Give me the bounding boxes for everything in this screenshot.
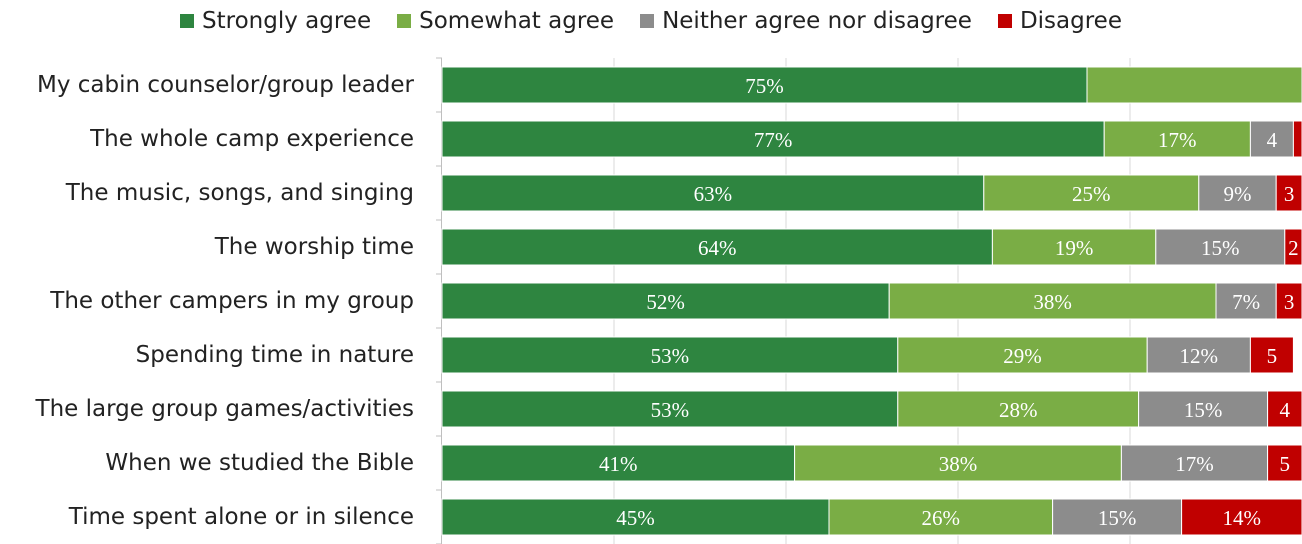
data-label: 63% bbox=[694, 182, 733, 206]
category-label: Time spent alone or in silence bbox=[68, 504, 414, 530]
bar-segment bbox=[1138, 390, 1269, 428]
bar-segment bbox=[794, 444, 1122, 482]
bar-segment bbox=[441, 498, 830, 536]
bar-segment bbox=[991, 228, 1157, 266]
category-label: The worship time bbox=[214, 234, 414, 260]
bar-segment bbox=[1267, 444, 1302, 482]
legend-item-somewhat-agree: Somewhat agree bbox=[397, 8, 614, 34]
data-label: 4 bbox=[1267, 128, 1278, 152]
data-label: 29% bbox=[1003, 344, 1042, 368]
category-label: The whole camp experience bbox=[89, 126, 414, 152]
category-label: The music, songs, and singing bbox=[65, 180, 414, 206]
data-label: 38% bbox=[939, 452, 978, 476]
bar-segment bbox=[1198, 174, 1277, 212]
data-label: 38% bbox=[1033, 290, 1072, 314]
data-label: 75% bbox=[745, 74, 784, 98]
data-label: 15% bbox=[1184, 398, 1223, 422]
bar-segment bbox=[1292, 120, 1302, 158]
data-label: 45% bbox=[616, 506, 655, 530]
data-label: 25% bbox=[1072, 182, 1111, 206]
bar-segment bbox=[1249, 336, 1294, 374]
bar-segment bbox=[441, 66, 1088, 104]
bar-segment bbox=[441, 282, 890, 320]
bar-segment bbox=[1155, 228, 1286, 266]
category-label: When we studied the Bible bbox=[105, 450, 414, 476]
legend-swatch-somewhat-agree bbox=[397, 14, 412, 28]
bar-segment bbox=[897, 390, 1140, 428]
bar-segment bbox=[441, 174, 985, 212]
legend-label-strongly-agree: Strongly agree bbox=[202, 8, 372, 34]
data-label: 53% bbox=[651, 398, 690, 422]
category-label: My cabin counselor/group leader bbox=[37, 72, 415, 98]
category-label: The other campers in my group bbox=[49, 288, 414, 314]
category-label: Spending time in nature bbox=[136, 342, 414, 368]
data-label: 19% bbox=[1055, 236, 1094, 260]
bar-segment bbox=[983, 174, 1200, 212]
legend-label-neither: Neither agree nor disagree bbox=[662, 8, 972, 34]
legend-swatch-disagree bbox=[997, 14, 1012, 28]
bar-segment bbox=[1086, 66, 1302, 104]
data-label: 14% bbox=[1223, 506, 1262, 530]
legend-item-strongly-agree: Strongly agree bbox=[180, 8, 371, 34]
data-label: 5 bbox=[1280, 452, 1291, 476]
bar-segment bbox=[441, 336, 899, 374]
data-label: 2 bbox=[1288, 236, 1299, 260]
bar-segment bbox=[897, 336, 1148, 374]
bar-segment bbox=[828, 498, 1054, 536]
data-label: 15% bbox=[1098, 506, 1137, 530]
legend-item-disagree: Disagree bbox=[997, 8, 1122, 34]
data-label: 4 bbox=[1280, 398, 1291, 422]
bar-segment bbox=[1275, 282, 1302, 320]
data-label: 52% bbox=[646, 290, 685, 314]
data-label: 28% bbox=[999, 398, 1038, 422]
bar-segment bbox=[1215, 282, 1277, 320]
data-label: 41% bbox=[599, 452, 638, 476]
data-label: 9% bbox=[1224, 182, 1252, 206]
data-label: 26% bbox=[922, 506, 961, 530]
data-label: 17% bbox=[1175, 452, 1214, 476]
bar-segment bbox=[441, 390, 899, 428]
legend: Strongly agree Somewhat agree Neither ag… bbox=[0, 4, 1302, 38]
legend-swatch-neither bbox=[640, 14, 655, 28]
data-label: 15% bbox=[1201, 236, 1240, 260]
legend-label-somewhat-agree: Somewhat agree bbox=[419, 8, 615, 34]
data-label: 77% bbox=[754, 128, 793, 152]
bar-segment bbox=[1146, 336, 1251, 374]
bar-segment bbox=[441, 120, 1105, 158]
bar-segment bbox=[1267, 390, 1302, 428]
bar-segment bbox=[1181, 498, 1302, 536]
legend-item-neither: Neither agree nor disagree bbox=[640, 8, 972, 34]
data-label: 53% bbox=[651, 344, 690, 368]
data-label: 5 bbox=[1267, 344, 1278, 368]
data-label: 3 bbox=[1284, 182, 1295, 206]
bar-segment bbox=[1275, 174, 1302, 212]
bar-segment bbox=[888, 282, 1217, 320]
data-label: 64% bbox=[698, 236, 737, 260]
legend-label-disagree: Disagree bbox=[1019, 8, 1122, 34]
category-label: The large group games/activities bbox=[35, 396, 414, 422]
bar-segment bbox=[1249, 120, 1294, 158]
bar-segment bbox=[441, 228, 993, 266]
data-label: 3 bbox=[1284, 290, 1295, 314]
data-label: 7% bbox=[1232, 290, 1260, 314]
data-label: 17% bbox=[1158, 128, 1197, 152]
bar-segment bbox=[1284, 228, 1302, 266]
data-label: 12% bbox=[1180, 344, 1219, 368]
legend-swatch-strongly-agree bbox=[180, 14, 195, 28]
